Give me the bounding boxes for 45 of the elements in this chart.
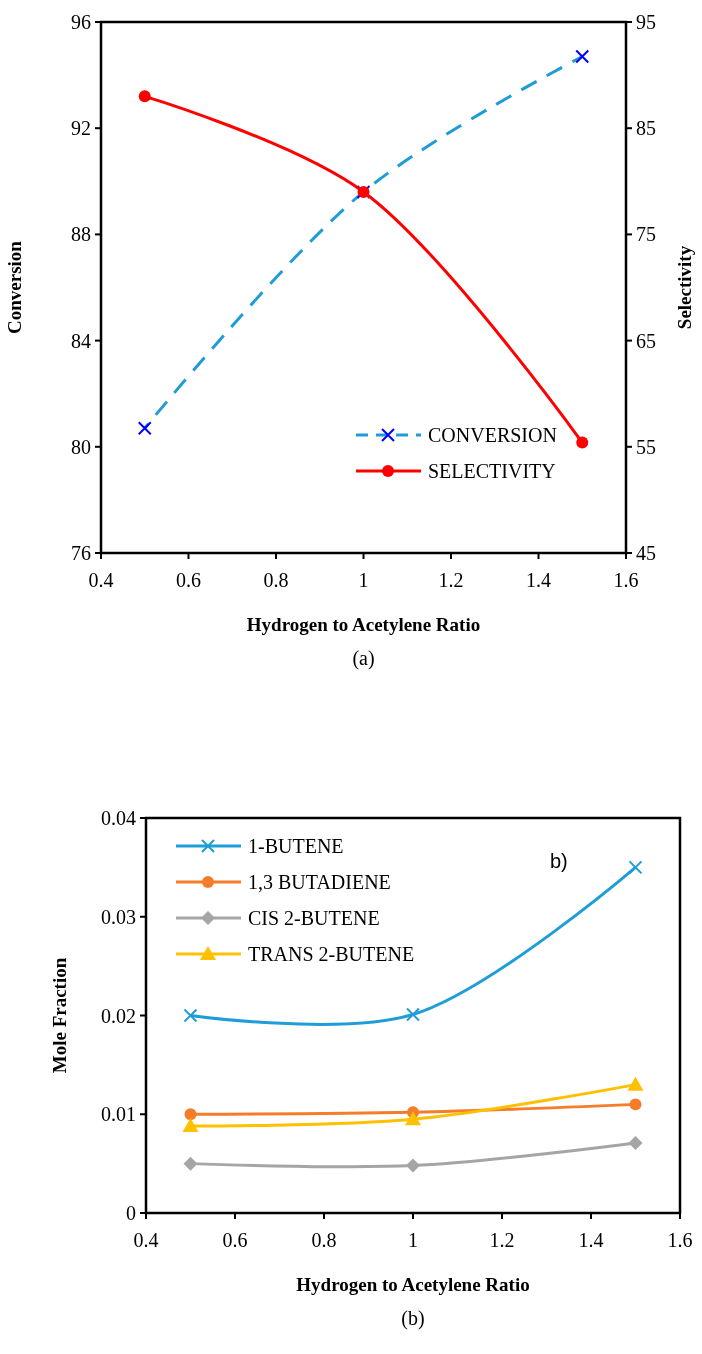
y2-tick-label: 75 [636,223,656,246]
y-tick-label: 0 [126,1202,136,1224]
x-tick-label: 1.2 [489,1229,515,1251]
y-tick-label: 96 [71,11,91,33]
y-tick-label: 0.03 [101,905,136,928]
y2-tick-label: 45 [636,542,656,564]
y-tick-label: 84 [71,329,91,352]
y-axis-title: Conversion [4,240,25,334]
x-axis-title: Hydrogen to Acetylene Ratio [246,614,481,635]
x-tick-label: 1.4 [578,1229,604,1251]
legend-label: 1-BUTENE [248,835,344,857]
x-tick-label: 1.2 [438,569,464,591]
x-tick-label: 0.4 [133,1229,159,1251]
y2-tick-label: 95 [636,11,656,33]
x-tick-label: 1.6 [613,569,639,591]
x-axis-title: Hydrogen to Acetylene Ratio [296,1274,530,1295]
legend-label: SELECTIVITY [428,460,556,482]
y-tick-label: 0.01 [101,1103,136,1126]
y-tick-label: 88 [71,223,91,246]
x-tick-label: 1.4 [526,569,551,591]
x-tick-label: 0.6 [222,1229,248,1251]
y-tick-label: 92 [71,117,91,140]
y2-axis-title: Selectivity [674,245,695,330]
y2-tick-label: 65 [636,329,656,352]
y2-tick-label: 55 [636,435,656,458]
annotation: b) [550,850,568,872]
x-tick-label: 1.6 [667,1229,693,1251]
legend-label: TRANS 2-BUTENE [248,943,415,965]
x-tick-label: 0.8 [311,1229,337,1251]
x-tick-label: 0.8 [263,569,289,591]
x-tick-label: 0.6 [176,569,201,591]
y-axis-title: Mole Fraction [49,957,70,1074]
text: (a) [352,647,375,670]
x-tick-label: 0.4 [88,569,114,591]
y2-tick-label: 85 [636,117,656,140]
y-tick-label: 76 [71,542,91,564]
y-tick-label: 80 [71,435,91,458]
legend-label: CIS 2-BUTENE [248,907,380,929]
text: (b) [401,1307,425,1330]
y-tick-label: 0.02 [101,1004,136,1027]
y-tick-label: 0.04 [101,807,136,829]
legend-label: 1,3 BUTADIENE [248,871,391,893]
x-tick-label: 1 [358,569,369,591]
legend-label: CONVERSION [428,424,557,446]
x-tick-label: 1 [408,1229,418,1251]
